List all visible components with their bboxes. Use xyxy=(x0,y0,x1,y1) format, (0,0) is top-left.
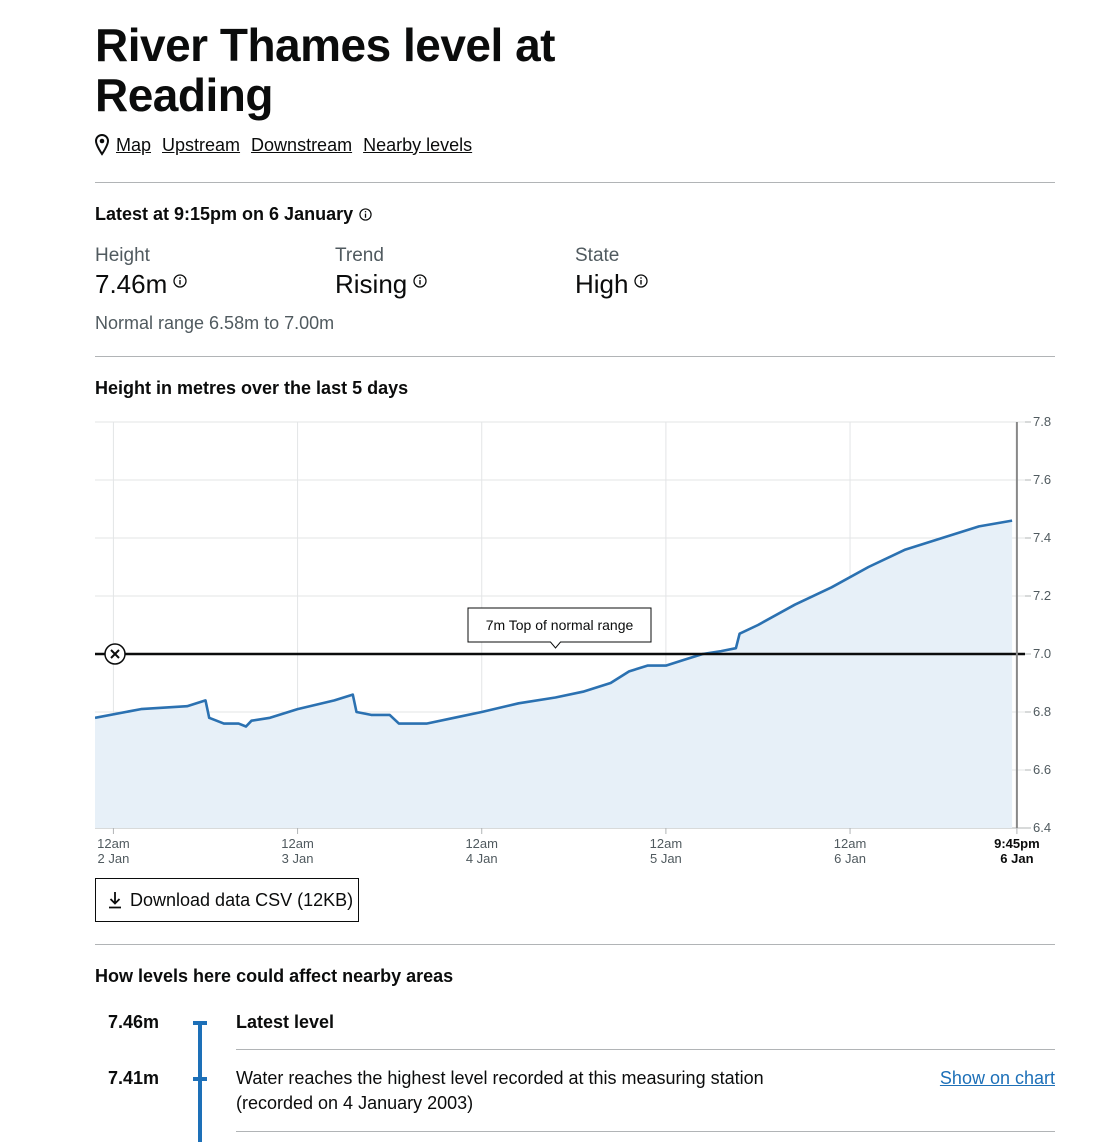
y-tick-label: 6.8 xyxy=(1033,704,1051,719)
x-tick-label: 2 Jan xyxy=(98,851,130,866)
level-description: Water reaches the highest level recorded… xyxy=(236,1068,764,1113)
info-icon[interactable] xyxy=(634,274,649,288)
page-title: River Thames level at Reading xyxy=(95,19,555,121)
level-description: Latest level xyxy=(236,1012,335,1032)
threshold-label-box xyxy=(467,607,652,649)
download-icon xyxy=(109,892,121,909)
state-label: State xyxy=(575,245,620,266)
show-on-chart-link[interactable]: Show on chart xyxy=(939,1068,1055,1088)
y-tick-label: 7.8 xyxy=(1033,414,1051,429)
height-stat: Height 7.46m xyxy=(95,244,187,300)
divider xyxy=(236,1131,1055,1132)
height-label: Height xyxy=(95,245,150,266)
info-icon[interactable] xyxy=(359,208,372,221)
info-icon[interactable] xyxy=(173,274,187,288)
download-csv-button[interactable]: Download data CSV (12KB) xyxy=(95,878,359,922)
y-tick-label: 7.6 xyxy=(1033,472,1051,487)
timeline-tick xyxy=(193,1021,207,1025)
level-value: 7.41m xyxy=(108,1068,160,1088)
normal-range: Normal range 6.58m to 7.00m xyxy=(95,313,335,333)
divider xyxy=(95,182,1055,183)
downstream-link[interactable]: Downstream xyxy=(251,134,353,155)
station-nav: Map Upstream Downstream Nearby levels xyxy=(95,134,483,156)
timeline-line xyxy=(198,1022,202,1142)
x-tick-label: 4 Jan xyxy=(466,851,498,866)
divider xyxy=(236,1049,1055,1050)
series-area xyxy=(95,520,1013,828)
x-tick-label: 12am xyxy=(97,836,130,851)
y-tick-label: 6.6 xyxy=(1033,762,1051,777)
affect-title: How levels here could affect nearby area… xyxy=(95,966,454,986)
x-tick-label: 9:45pm xyxy=(994,836,1040,851)
y-tick-label: 7.0 xyxy=(1033,646,1051,661)
timeline-tick xyxy=(193,1077,207,1081)
map-pin-icon xyxy=(95,134,109,156)
x-tick-label: 12am xyxy=(834,836,867,851)
upstream-link[interactable]: Upstream xyxy=(162,134,241,155)
x-tick-label: 12am xyxy=(281,836,314,851)
y-tick-label: 6.4 xyxy=(1033,820,1051,835)
threshold-label: 7m Top of normal range xyxy=(486,617,634,633)
x-tick-label: 12am xyxy=(650,836,683,851)
latest-heading-text: Latest at 9:15pm on 6 January xyxy=(95,204,354,224)
trend-value: Rising xyxy=(335,269,408,299)
map-link[interactable]: Map xyxy=(116,134,152,155)
x-tick-label: 6 Jan xyxy=(834,851,866,866)
x-tick-label: 3 Jan xyxy=(282,851,314,866)
divider xyxy=(95,356,1055,357)
download-label: Download data CSV (12KB) xyxy=(130,889,354,910)
close-icon[interactable] xyxy=(110,649,120,659)
series-line xyxy=(95,519,1013,728)
level-value: 7.46m xyxy=(108,1012,160,1032)
state-value: High xyxy=(575,269,629,299)
info-icon[interactable] xyxy=(413,274,427,288)
chart-title: Height in metres over the last 5 days xyxy=(95,378,409,398)
state-stat: State High xyxy=(575,244,649,300)
nearby-levels-link[interactable]: Nearby levels xyxy=(363,134,473,155)
trend-stat: Trend Rising xyxy=(335,244,427,300)
y-tick-label: 7.4 xyxy=(1033,530,1051,545)
latest-heading: Latest at 9:15pm on 6 January xyxy=(95,204,372,225)
x-tick-label: 12am xyxy=(465,836,498,851)
y-tick-label: 7.2 xyxy=(1033,588,1051,603)
trend-label: Trend xyxy=(335,245,384,266)
x-tick-label: 5 Jan xyxy=(650,851,682,866)
height-value: 7.46m xyxy=(95,269,168,299)
divider xyxy=(95,944,1055,945)
x-tick-label: 6 Jan xyxy=(1000,851,1033,866)
